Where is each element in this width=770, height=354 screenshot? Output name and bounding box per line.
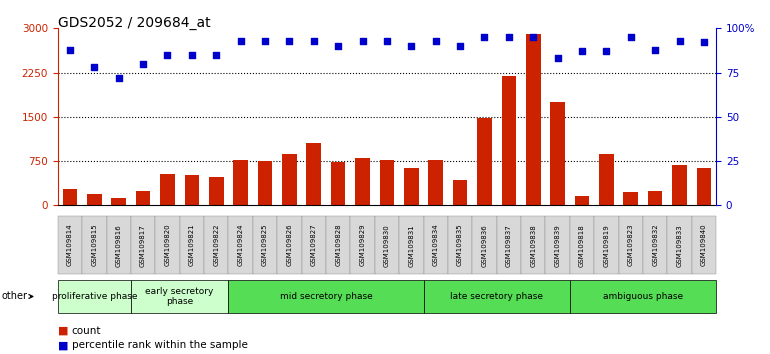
Bar [185,175,199,205]
Bar [355,158,370,205]
Point [234,38,246,44]
Text: GSM109838: GSM109838 [531,224,536,267]
Point [380,38,393,44]
Bar [551,102,565,205]
Point [283,38,296,44]
Text: GSM109826: GSM109826 [286,224,293,267]
Point [88,64,100,70]
Text: GSM109829: GSM109829 [360,224,366,267]
Bar [233,160,248,205]
Bar [574,196,589,205]
Text: GSM109820: GSM109820 [165,224,170,267]
Text: GDS2052 / 209684_at: GDS2052 / 209684_at [58,16,210,30]
Bar [599,154,614,205]
Point [503,34,515,40]
Point [624,34,637,40]
Bar [282,154,296,205]
Text: ■: ■ [58,326,69,336]
Point [332,43,344,49]
Text: GSM109837: GSM109837 [506,224,512,267]
Text: ■: ■ [58,340,69,350]
Text: GSM109835: GSM109835 [457,224,463,267]
Point [478,34,490,40]
Text: GSM109818: GSM109818 [579,224,585,267]
Point [307,38,320,44]
Bar [87,194,102,205]
Text: GSM109833: GSM109833 [677,224,682,267]
Point [551,56,564,61]
Bar [501,75,516,205]
Bar [624,192,638,205]
Text: other: other [2,291,28,302]
Bar [160,174,175,205]
Text: late secretory phase: late secretory phase [450,292,543,301]
Text: GSM109827: GSM109827 [311,224,316,267]
Text: percentile rank within the sample: percentile rank within the sample [72,340,247,350]
Bar [306,143,321,205]
Text: GSM109840: GSM109840 [701,224,707,267]
Text: GSM109817: GSM109817 [140,224,146,267]
Point [649,47,661,52]
Text: GSM109819: GSM109819 [604,224,609,267]
Text: ambiguous phase: ambiguous phase [603,292,683,301]
Point [454,43,466,49]
Text: GSM109825: GSM109825 [262,224,268,267]
Text: GSM109815: GSM109815 [92,224,97,267]
Point [527,34,539,40]
Text: GSM109836: GSM109836 [481,224,487,267]
Bar [380,160,394,205]
Point [112,75,125,81]
Bar [477,118,492,205]
Point [186,52,198,58]
Text: GSM109828: GSM109828 [335,224,341,267]
Bar [404,167,419,205]
Point [673,38,685,44]
Bar [209,177,223,205]
Text: count: count [72,326,101,336]
Bar [136,190,150,205]
Point [576,48,588,54]
Point [259,38,271,44]
Text: GSM109834: GSM109834 [433,224,439,267]
Text: GSM109824: GSM109824 [238,224,243,267]
Bar [428,160,443,205]
Point [430,38,442,44]
Point [601,48,613,54]
Text: GSM109814: GSM109814 [67,224,73,267]
Bar [697,167,711,205]
Point [210,52,223,58]
Bar [331,162,346,205]
Text: GSM109823: GSM109823 [628,224,634,267]
Bar [453,180,467,205]
Bar [112,198,126,205]
Point [698,40,710,45]
Text: GSM109839: GSM109839 [554,224,561,267]
Point [161,52,173,58]
Point [137,61,149,67]
Text: early secretory
phase: early secretory phase [146,287,214,306]
Point [405,43,417,49]
Bar [672,165,687,205]
Bar [648,190,662,205]
Text: GSM109830: GSM109830 [384,224,390,267]
Bar [62,189,77,205]
Text: GSM109821: GSM109821 [189,224,195,267]
Text: GSM109831: GSM109831 [408,224,414,267]
Text: GSM109816: GSM109816 [116,224,122,267]
Text: GSM109832: GSM109832 [652,224,658,267]
Point [64,47,76,52]
Text: mid secretory phase: mid secretory phase [280,292,373,301]
Text: proliferative phase: proliferative phase [52,292,137,301]
Bar [526,34,541,205]
Text: GSM109822: GSM109822 [213,224,219,267]
Point [357,38,369,44]
Bar [258,161,273,205]
